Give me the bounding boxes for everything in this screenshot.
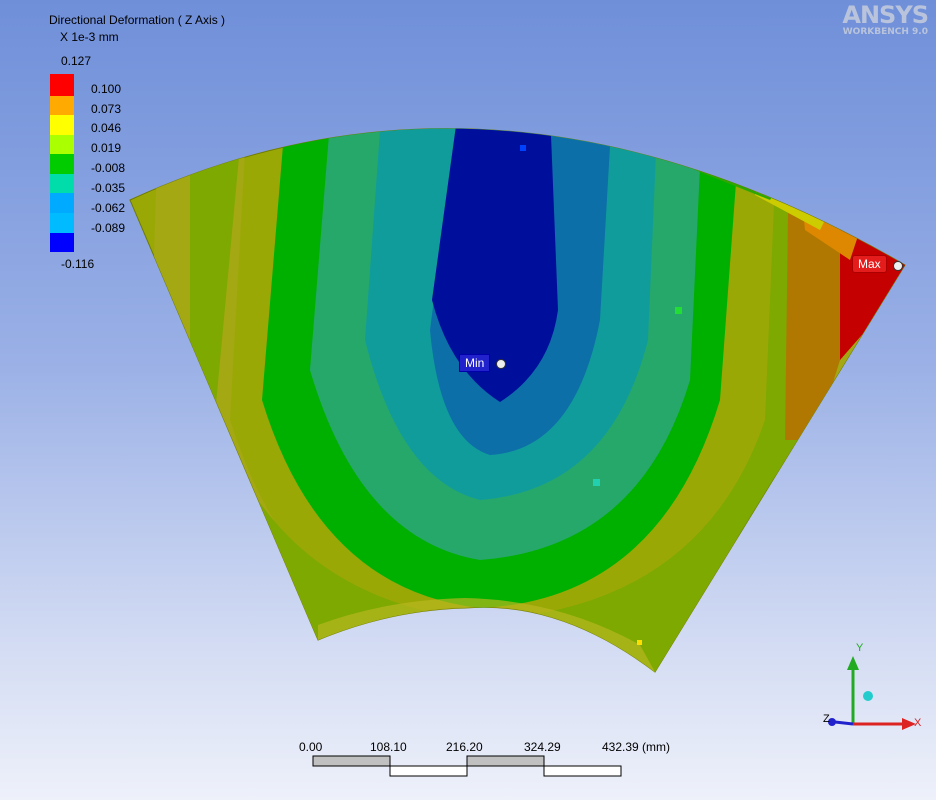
scale-bar: [312, 755, 622, 777]
ansys-logo: ANSYS WORKBENCH 9.0: [842, 1, 929, 37]
logo-name: ANSYS: [842, 1, 929, 29]
scale-label-1: 108.10: [370, 740, 407, 754]
axis-triad-icon[interactable]: [820, 640, 930, 740]
legend-max-value: 0.127: [61, 54, 92, 68]
triad-x-label: X: [914, 717, 922, 729]
legend-tick-1: 0.073: [91, 102, 122, 116]
legend-tick-7: -0.089: [91, 221, 126, 235]
triad-z-label: Z: [823, 713, 830, 725]
max-probe-label[interactable]: Max: [852, 255, 887, 273]
legend-tick-0: 0.100: [91, 82, 122, 96]
scale-label-0: 0.00: [299, 740, 323, 754]
legend-tick-3: 0.019: [91, 141, 122, 155]
logo-subtitle: WORKBENCH 9.0: [842, 27, 928, 37]
legend-color-bar: [50, 74, 74, 252]
scale-label-2: 216.20: [446, 740, 483, 754]
legend-title: Directional Deformation ( Z Axis ): [49, 13, 226, 27]
legend-tick-5: -0.035: [91, 181, 126, 195]
legend-tick-4: -0.008: [91, 161, 126, 175]
triad-y-label: Y: [856, 642, 864, 654]
min-probe-marker-icon: [496, 359, 506, 369]
scale-label-4: 432.39 (mm): [602, 740, 671, 754]
min-probe-label[interactable]: Min: [459, 354, 491, 372]
legend-units: X 1e-3 mm: [60, 30, 119, 44]
max-probe-marker-icon: [893, 261, 903, 271]
legend-tick-6: -0.062: [91, 201, 126, 215]
legend-min-value: -0.116: [61, 257, 95, 271]
scale-label-3: 324.29: [524, 740, 561, 754]
legend-tick-2: 0.046: [91, 121, 122, 135]
